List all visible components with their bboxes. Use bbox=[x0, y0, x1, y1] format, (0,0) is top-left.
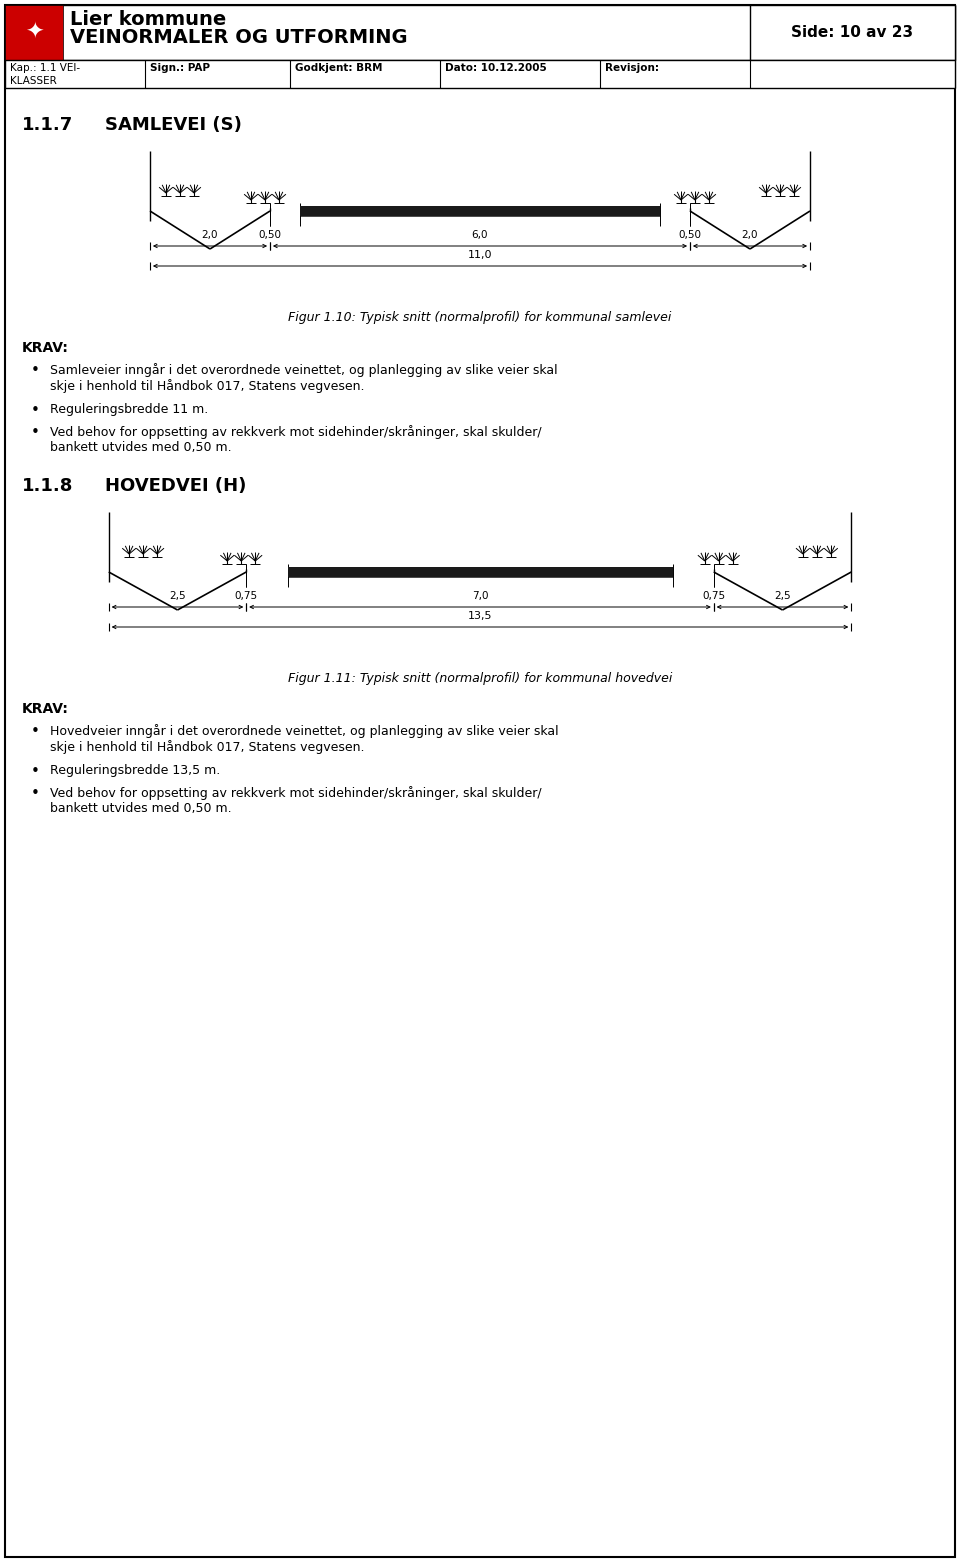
Text: Lier kommune: Lier kommune bbox=[70, 9, 227, 30]
Text: ✦: ✦ bbox=[25, 22, 43, 42]
Text: 6,0: 6,0 bbox=[471, 230, 489, 241]
Text: •: • bbox=[31, 786, 39, 801]
Text: Revisjon:: Revisjon: bbox=[605, 62, 659, 73]
Text: Ved behov for oppsetting av rekkverk mot sidehinder/skråninger, skal skulder/
ba: Ved behov for oppsetting av rekkverk mot… bbox=[50, 786, 541, 815]
Text: Dato: 10.12.2005: Dato: 10.12.2005 bbox=[445, 62, 547, 73]
Text: Reguleringsbredde 13,5 m.: Reguleringsbredde 13,5 m. bbox=[50, 764, 220, 776]
Text: KRAV:: KRAV: bbox=[22, 341, 69, 355]
Text: Godkjent: BRM: Godkjent: BRM bbox=[295, 62, 382, 73]
Text: VEINORMALER OG UTFORMING: VEINORMALER OG UTFORMING bbox=[70, 28, 408, 47]
Text: 0,75: 0,75 bbox=[702, 590, 726, 601]
Text: Reguleringsbredde 11 m.: Reguleringsbredde 11 m. bbox=[50, 403, 208, 415]
Text: 7,0: 7,0 bbox=[471, 590, 489, 601]
Text: Sign.: PAP: Sign.: PAP bbox=[150, 62, 210, 73]
Text: SAMLEVEI (S): SAMLEVEI (S) bbox=[105, 116, 242, 134]
Text: Hovedveier inngår i det overordnede veinettet, og planlegging av slike veier ska: Hovedveier inngår i det overordnede vein… bbox=[50, 725, 559, 754]
Text: •: • bbox=[31, 764, 39, 779]
Text: Figur 1.11: Typisk snitt (normalprofil) for kommunal hovedvei: Figur 1.11: Typisk snitt (normalprofil) … bbox=[288, 672, 672, 686]
Text: Ved behov for oppsetting av rekkverk mot sidehinder/skråninger, skal skulder/
ba: Ved behov for oppsetting av rekkverk mot… bbox=[50, 425, 541, 455]
Text: 2,5: 2,5 bbox=[169, 590, 186, 601]
Bar bbox=[5, 5, 955, 59]
Text: 0,75: 0,75 bbox=[234, 590, 258, 601]
Text: 0,50: 0,50 bbox=[679, 230, 702, 241]
Bar bbox=[5, 59, 955, 87]
Text: 2,0: 2,0 bbox=[202, 230, 218, 241]
Bar bbox=[300, 206, 660, 216]
Text: 1.1.8: 1.1.8 bbox=[22, 476, 73, 495]
Text: •: • bbox=[31, 403, 39, 419]
Text: 1.1.7: 1.1.7 bbox=[22, 116, 73, 134]
Bar bbox=[287, 567, 673, 576]
Text: 2,5: 2,5 bbox=[774, 590, 791, 601]
Text: 2,0: 2,0 bbox=[742, 230, 758, 241]
Text: 0,50: 0,50 bbox=[258, 230, 281, 241]
Text: Figur 1.10: Typisk snitt (normalprofil) for kommunal samlevei: Figur 1.10: Typisk snitt (normalprofil) … bbox=[288, 311, 672, 323]
Text: Side: 10 av 23: Side: 10 av 23 bbox=[791, 25, 913, 41]
Bar bbox=[750, 5, 955, 59]
Text: •: • bbox=[31, 425, 39, 440]
Text: 13,5: 13,5 bbox=[468, 611, 492, 622]
Text: Samleveier inngår i det overordnede veinettet, og planlegging av slike veier ska: Samleveier inngår i det overordnede vein… bbox=[50, 362, 558, 394]
Text: 11,0: 11,0 bbox=[468, 250, 492, 259]
Bar bbox=[5, 5, 63, 59]
Text: •: • bbox=[31, 725, 39, 739]
Text: Kap.: 1.1 VEI-: Kap.: 1.1 VEI- bbox=[10, 62, 80, 73]
Text: KRAV:: KRAV: bbox=[22, 701, 69, 715]
Text: KLASSER: KLASSER bbox=[10, 77, 57, 86]
Text: •: • bbox=[31, 362, 39, 378]
Text: HOVEDVEI (H): HOVEDVEI (H) bbox=[105, 476, 247, 495]
